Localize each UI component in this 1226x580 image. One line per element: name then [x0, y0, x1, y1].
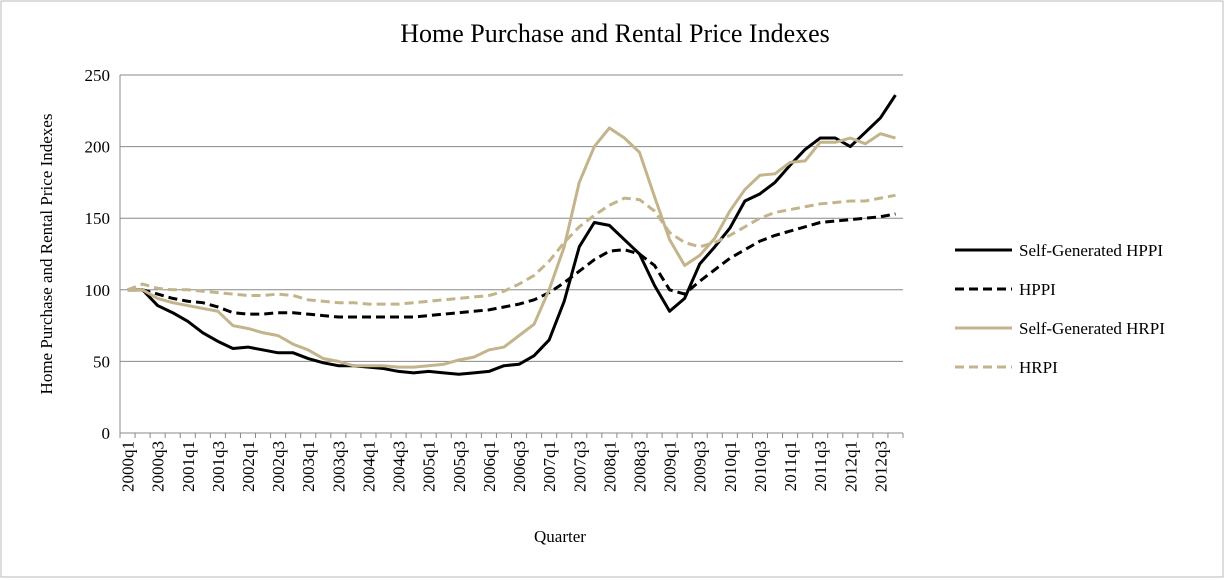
x-tick-label: 2001q3 — [209, 441, 228, 492]
x-tick-label: 2003q3 — [329, 441, 348, 492]
x-tick-label: 2007q3 — [570, 441, 589, 492]
x-tick-label: 2010q3 — [751, 441, 770, 492]
x-tick-label: 2012q3 — [871, 441, 890, 492]
x-tick-label: 2006q3 — [510, 441, 529, 492]
x-tick-label: 2003q1 — [299, 441, 318, 492]
y-axis-label: Home Purchase and Rental Price Indexes — [37, 114, 56, 395]
legend-label: Self-Generated HRPI — [1019, 319, 1165, 338]
x-tick-label: 2008q1 — [600, 441, 619, 492]
y-tick-label: 250 — [85, 66, 111, 85]
x-tick-label: 2011q3 — [811, 441, 830, 491]
y-tick-label: 150 — [85, 209, 111, 228]
series-line — [127, 94, 897, 376]
x-tick-label: 2005q3 — [450, 441, 469, 492]
chart-title: Home Purchase and Rental Price Indexes — [400, 19, 830, 48]
series-line — [126, 193, 896, 306]
x-tick-label: 2000q3 — [149, 441, 168, 492]
x-tick-label: 2004q3 — [390, 441, 409, 492]
y-tick-label: 0 — [102, 424, 111, 443]
x-tick-label: 2009q3 — [691, 441, 710, 492]
x-tick-label: 2007q1 — [540, 441, 559, 492]
x-tick-label: 2009q1 — [661, 441, 680, 492]
x-tick-label: 2004q1 — [359, 441, 378, 492]
y-tick-label: 100 — [85, 281, 111, 300]
legend-label: HRPI — [1019, 358, 1058, 377]
y-tick-label: 200 — [85, 138, 111, 157]
x-tick-label: 2006q1 — [480, 441, 499, 492]
y-tick-label: 50 — [93, 352, 110, 371]
x-tick-label: 2002q3 — [269, 441, 288, 492]
x-tick-label: 2010q1 — [721, 441, 740, 492]
x-tick-label: 2001q1 — [179, 441, 198, 492]
x-tick-label: 2011q1 — [781, 441, 800, 491]
series-line — [127, 126, 896, 369]
x-tick-label: 2012q1 — [841, 441, 860, 492]
legend-label: HPPI — [1019, 280, 1056, 299]
series-line — [127, 212, 896, 319]
x-axis-label: Quarter — [534, 527, 586, 546]
x-tick-label: 2005q1 — [420, 441, 439, 492]
x-tick-label: 2008q3 — [630, 441, 649, 492]
x-tick-label: 2000q1 — [119, 441, 138, 492]
x-tick-label: 2002q1 — [239, 441, 258, 492]
legend-label: Self-Generated HPPI — [1019, 241, 1163, 260]
